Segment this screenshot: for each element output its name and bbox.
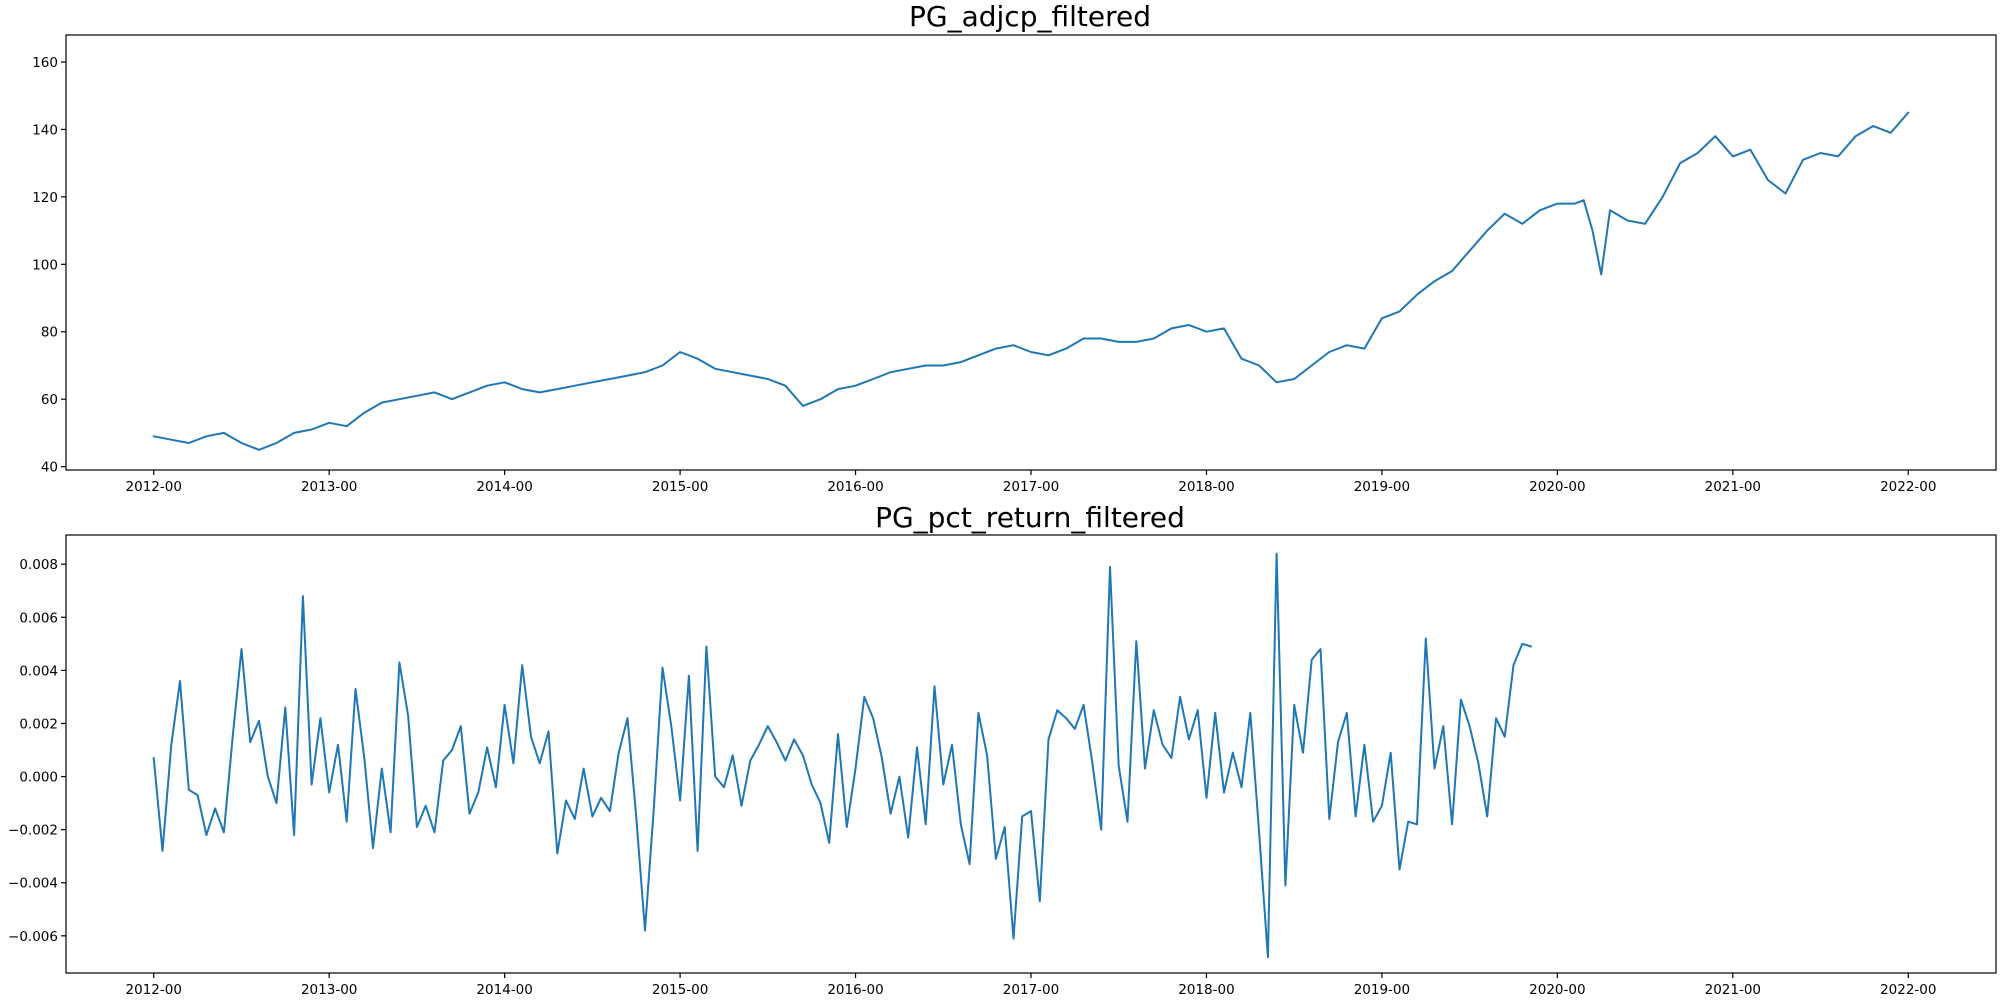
y-tick-label: 140 bbox=[32, 122, 58, 138]
chart-pct-return: PG_pct_return_filtered 2012-00 2013-00 201… bbox=[8, 501, 1997, 998]
y-tick-label: −0.002 bbox=[8, 823, 58, 839]
series-line-adjcp bbox=[152, 111, 1910, 451]
x-tick-label: 2012-00 bbox=[126, 479, 182, 495]
chart-title: PG_pct_return_filtered bbox=[875, 501, 1185, 534]
x-tick-label: 2020-00 bbox=[1529, 479, 1585, 495]
x-tick-label: 2021-00 bbox=[1705, 982, 1761, 998]
x-tick-label: 2016-00 bbox=[827, 479, 883, 495]
x-tick-label: 2019-00 bbox=[1354, 982, 1410, 998]
x-tick-label: 2020-00 bbox=[1529, 982, 1585, 998]
y-tick-label: 60 bbox=[41, 392, 58, 408]
x-axis: 2012-00 2013-00 2014-00 2015-00 2016-00 2017-… bbox=[126, 973, 1936, 998]
y-tick-label: −0.006 bbox=[8, 929, 58, 945]
y-tick-label: 160 bbox=[32, 55, 58, 71]
x-tick-label: 2017-00 bbox=[1003, 479, 1059, 495]
x-tick-label: 2018-00 bbox=[1178, 479, 1234, 495]
x-axis: 2012-00 2013-00 2014-00 2015-00 2016-00 2017-… bbox=[126, 470, 1936, 495]
x-tick-label: 2014-00 bbox=[476, 982, 532, 998]
x-tick-label: 2013-00 bbox=[301, 982, 357, 998]
x-tick-label: 2015-00 bbox=[652, 982, 708, 998]
x-tick-label: 2013-00 bbox=[301, 479, 357, 495]
y-tick-label: 80 bbox=[41, 325, 58, 341]
y-axis: 40 60 80 100 120 140 160 bbox=[32, 55, 66, 476]
x-tick-label: 2015-00 bbox=[652, 479, 708, 495]
y-axis: −0.006 −0.004 −0.002 0.000 0.002 0.004 0.006 0.… bbox=[8, 557, 66, 945]
x-tick-label: 2021-00 bbox=[1705, 479, 1761, 495]
y-tick-label: 120 bbox=[32, 190, 58, 206]
x-tick-label: 2012-00 bbox=[126, 982, 182, 998]
chart-title: PG_adjcp_filtered bbox=[909, 0, 1151, 33]
x-tick-label: 2019-00 bbox=[1354, 479, 1410, 495]
y-tick-label: 0.004 bbox=[19, 663, 58, 679]
x-tick-label: 2022-00 bbox=[1880, 479, 1936, 495]
x-tick-label: 2018-00 bbox=[1178, 982, 1234, 998]
x-tick-label: 2016-00 bbox=[827, 982, 883, 998]
y-tick-label: 0.008 bbox=[19, 557, 58, 573]
y-tick-label: 0.006 bbox=[19, 610, 58, 626]
y-tick-label: 40 bbox=[41, 460, 58, 476]
y-tick-label: 0.000 bbox=[19, 770, 58, 786]
x-tick-label: 2014-00 bbox=[476, 479, 532, 495]
series-line-pct-return bbox=[152, 552, 1532, 959]
y-tick-label: −0.004 bbox=[8, 876, 58, 892]
y-tick-label: 100 bbox=[32, 257, 58, 273]
x-tick-label: 2022-00 bbox=[1880, 982, 1936, 998]
y-tick-label: 0.002 bbox=[19, 716, 58, 732]
x-tick-label: 2017-00 bbox=[1003, 982, 1059, 998]
chart-adjcp: PG_adjcp_filtered 2012-00 2013-00 2014-00 2… bbox=[32, 0, 1997, 495]
